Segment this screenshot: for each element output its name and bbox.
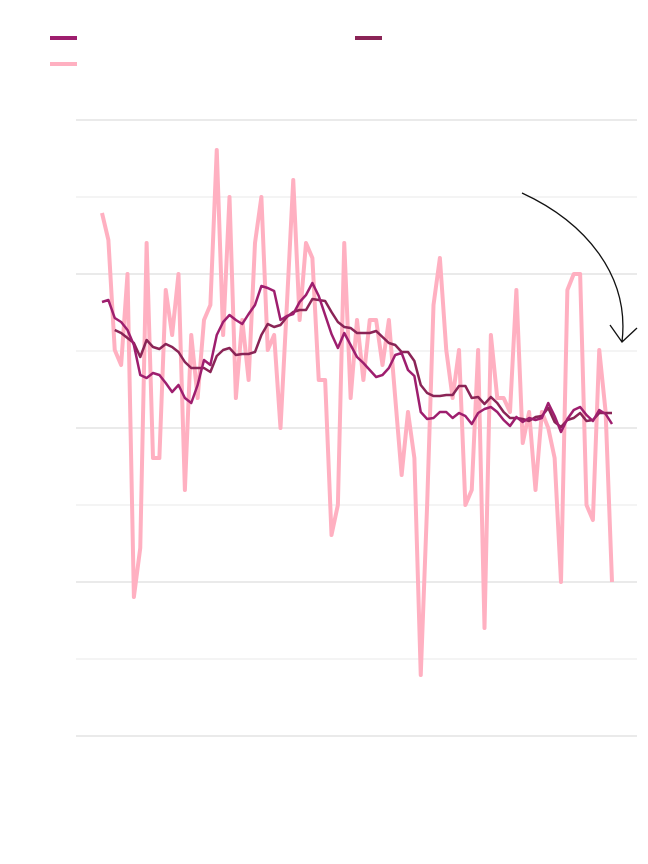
series-line	[101, 281, 614, 434]
arrow-head	[609, 324, 638, 343]
grid	[76, 119, 637, 737]
series-line	[114, 297, 612, 429]
plot	[100, 148, 614, 677]
series-line	[100, 148, 614, 677]
legend	[50, 36, 382, 66]
annotation-arrow	[521, 192, 624, 343]
